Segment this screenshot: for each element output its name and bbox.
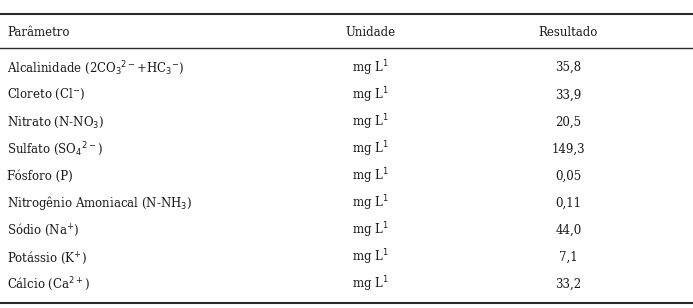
Text: mg L$^{1}$: mg L$^{1}$ <box>352 166 389 186</box>
Text: Fósforo (P): Fósforo (P) <box>7 170 73 183</box>
Text: Nitrogênio Amoniacal (N-NH$_3$): Nitrogênio Amoniacal (N-NH$_3$) <box>7 194 192 212</box>
Text: 44,0: 44,0 <box>555 224 581 237</box>
Text: Cloreto (Cl$^{-}$): Cloreto (Cl$^{-}$) <box>7 87 85 103</box>
Text: mg L$^{1}$: mg L$^{1}$ <box>352 139 389 159</box>
Text: Nitrato (N-NO$_3$): Nitrato (N-NO$_3$) <box>7 114 104 130</box>
Text: 0,05: 0,05 <box>555 170 581 183</box>
Text: Sódio (Na$^{+}$): Sódio (Na$^{+}$) <box>7 222 79 238</box>
Text: 20,5: 20,5 <box>555 116 581 128</box>
Text: Resultado: Resultado <box>538 26 598 39</box>
Text: Cálcio (Ca$^{2+}$): Cálcio (Ca$^{2+}$) <box>7 276 90 294</box>
Text: mg L$^{1}$: mg L$^{1}$ <box>352 112 389 132</box>
Text: Alcalinidade (2CO$_3$$^{2-}$+HC$_3$$^{-}$): Alcalinidade (2CO$_3$$^{2-}$+HC$_3$$^{-}… <box>7 59 184 77</box>
Text: 33,2: 33,2 <box>555 278 581 291</box>
Text: 7,1: 7,1 <box>559 251 577 264</box>
Text: Sulfato (SO$_4$$^{2-}$): Sulfato (SO$_4$$^{2-}$) <box>7 140 103 158</box>
Text: 35,8: 35,8 <box>555 61 581 74</box>
Text: Parâmetro: Parâmetro <box>7 26 69 39</box>
Text: mg L$^{1}$: mg L$^{1}$ <box>352 193 389 213</box>
Text: Potássio (K$^{+}$): Potássio (K$^{+}$) <box>7 249 87 265</box>
Text: mg L$^{1}$: mg L$^{1}$ <box>352 85 389 105</box>
Text: mg L$^{1}$: mg L$^{1}$ <box>352 58 389 78</box>
Text: 149,3: 149,3 <box>552 143 585 156</box>
Text: mg L$^{1}$: mg L$^{1}$ <box>352 248 389 267</box>
Text: 0,11: 0,11 <box>555 197 581 210</box>
Text: 33,9: 33,9 <box>555 88 581 101</box>
Text: mg L$^{1}$: mg L$^{1}$ <box>352 221 389 240</box>
Text: mg L$^{1}$: mg L$^{1}$ <box>352 275 389 294</box>
Text: Unidade: Unidade <box>346 26 396 39</box>
